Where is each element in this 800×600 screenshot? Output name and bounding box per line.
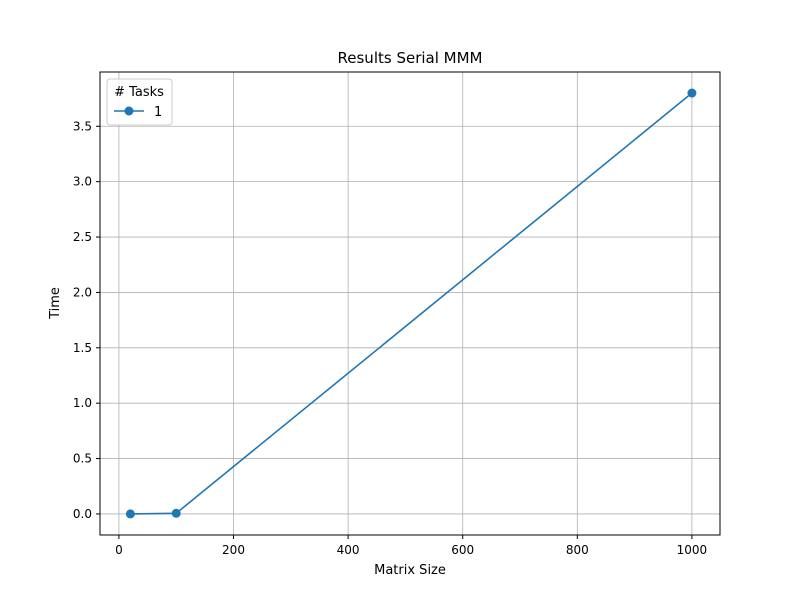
y-tick-label: 0.0 [73, 507, 92, 521]
grid [100, 72, 720, 535]
y-tick-label: 3.0 [73, 175, 92, 189]
x-axis-label: Matrix Size [374, 563, 446, 578]
legend-title: # Tasks [114, 85, 164, 100]
legend-box [106, 78, 173, 126]
y-axis: 0.0 0.5 1.0 1.5 2.0 2.5 3.0 3.5 [73, 119, 100, 521]
data-point [171, 508, 181, 518]
y-axis-label: Time [48, 287, 63, 320]
legend-entry-label: 1 [154, 105, 162, 120]
x-tick-label: 600 [451, 543, 474, 557]
x-tick-label: 200 [222, 543, 245, 557]
x-tick-label: 0 [115, 543, 123, 557]
plot-area-frame [99, 71, 721, 536]
x-axis: 0 200 400 600 800 1000 [115, 535, 707, 557]
y-tick-label: 1.0 [73, 396, 92, 410]
data-point [125, 509, 135, 519]
x-tick-label: 400 [337, 543, 360, 557]
y-tick-label: 3.5 [73, 119, 92, 133]
y-tick-label: 2.0 [73, 285, 92, 299]
y-tick-label: 2.5 [73, 230, 92, 244]
y-tick-label: 1.5 [73, 341, 92, 355]
x-tick-label: 800 [566, 543, 589, 557]
data-point [687, 88, 697, 98]
legend: # Tasks 1 [106, 78, 173, 126]
legend-marker [124, 106, 134, 116]
series-layer [125, 88, 697, 519]
chart-title: Results Serial MMM [338, 49, 483, 67]
y-tick-label: 0.5 [73, 452, 92, 466]
x-tick-label: 1000 [677, 543, 708, 557]
